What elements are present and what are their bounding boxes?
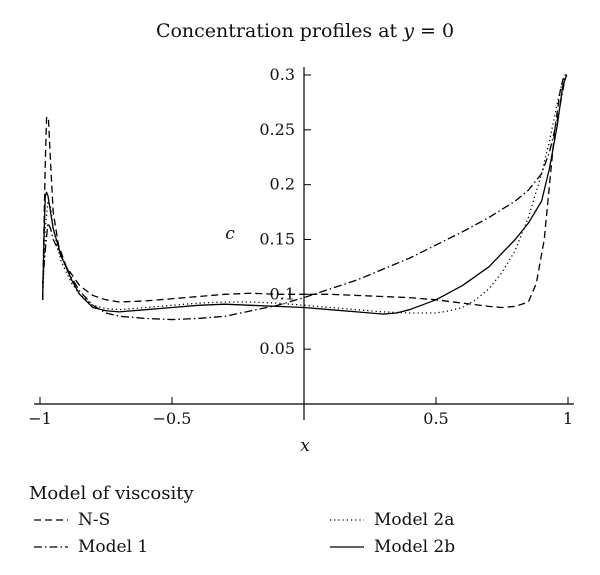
y-tick-label: 0.15: [259, 230, 295, 249]
y-tick-label: 0.3: [270, 65, 295, 84]
x-tick-label: 1: [563, 409, 573, 428]
y-axis-label: c: [225, 224, 235, 244]
chart-title-text: Concentration profiles at: [156, 20, 403, 42]
y-tick-label: 0.25: [259, 120, 295, 139]
legend: N-S Model 1 Model 2a Model 2b: [34, 510, 455, 557]
series-group: [41, 74, 568, 321]
x-tick-label: −1: [28, 409, 52, 428]
x-tick-label: −0.5: [153, 409, 192, 428]
chart-title-var: y: [402, 20, 414, 42]
legend-entry-label: N-S: [78, 510, 110, 530]
chart-title: Concentration profiles at y = 0: [156, 20, 454, 42]
chart-title-suffix: = 0: [414, 20, 454, 42]
legend-entry-label: Model 2b: [374, 537, 455, 557]
axes: [34, 67, 574, 420]
series-line-model-1: [41, 74, 567, 321]
series-line-model-2a: [41, 74, 568, 314]
y-tick-label: 0.05: [259, 339, 295, 358]
legend-title: Model of viscosity: [29, 483, 194, 504]
series-line-model-2b: [41, 74, 568, 315]
legend-entry-label: Model 2a: [374, 510, 454, 530]
legend-entry-label: Model 1: [78, 537, 148, 557]
y-tick-label: 0.2: [270, 175, 295, 194]
x-axis-label: x: [300, 436, 310, 456]
series-line-n-s: [41, 74, 567, 309]
tick-group: −1 −0.5 0.5 10.050.10.150.20.250.3: [28, 65, 573, 428]
x-tick-label: 0.5: [423, 409, 448, 428]
